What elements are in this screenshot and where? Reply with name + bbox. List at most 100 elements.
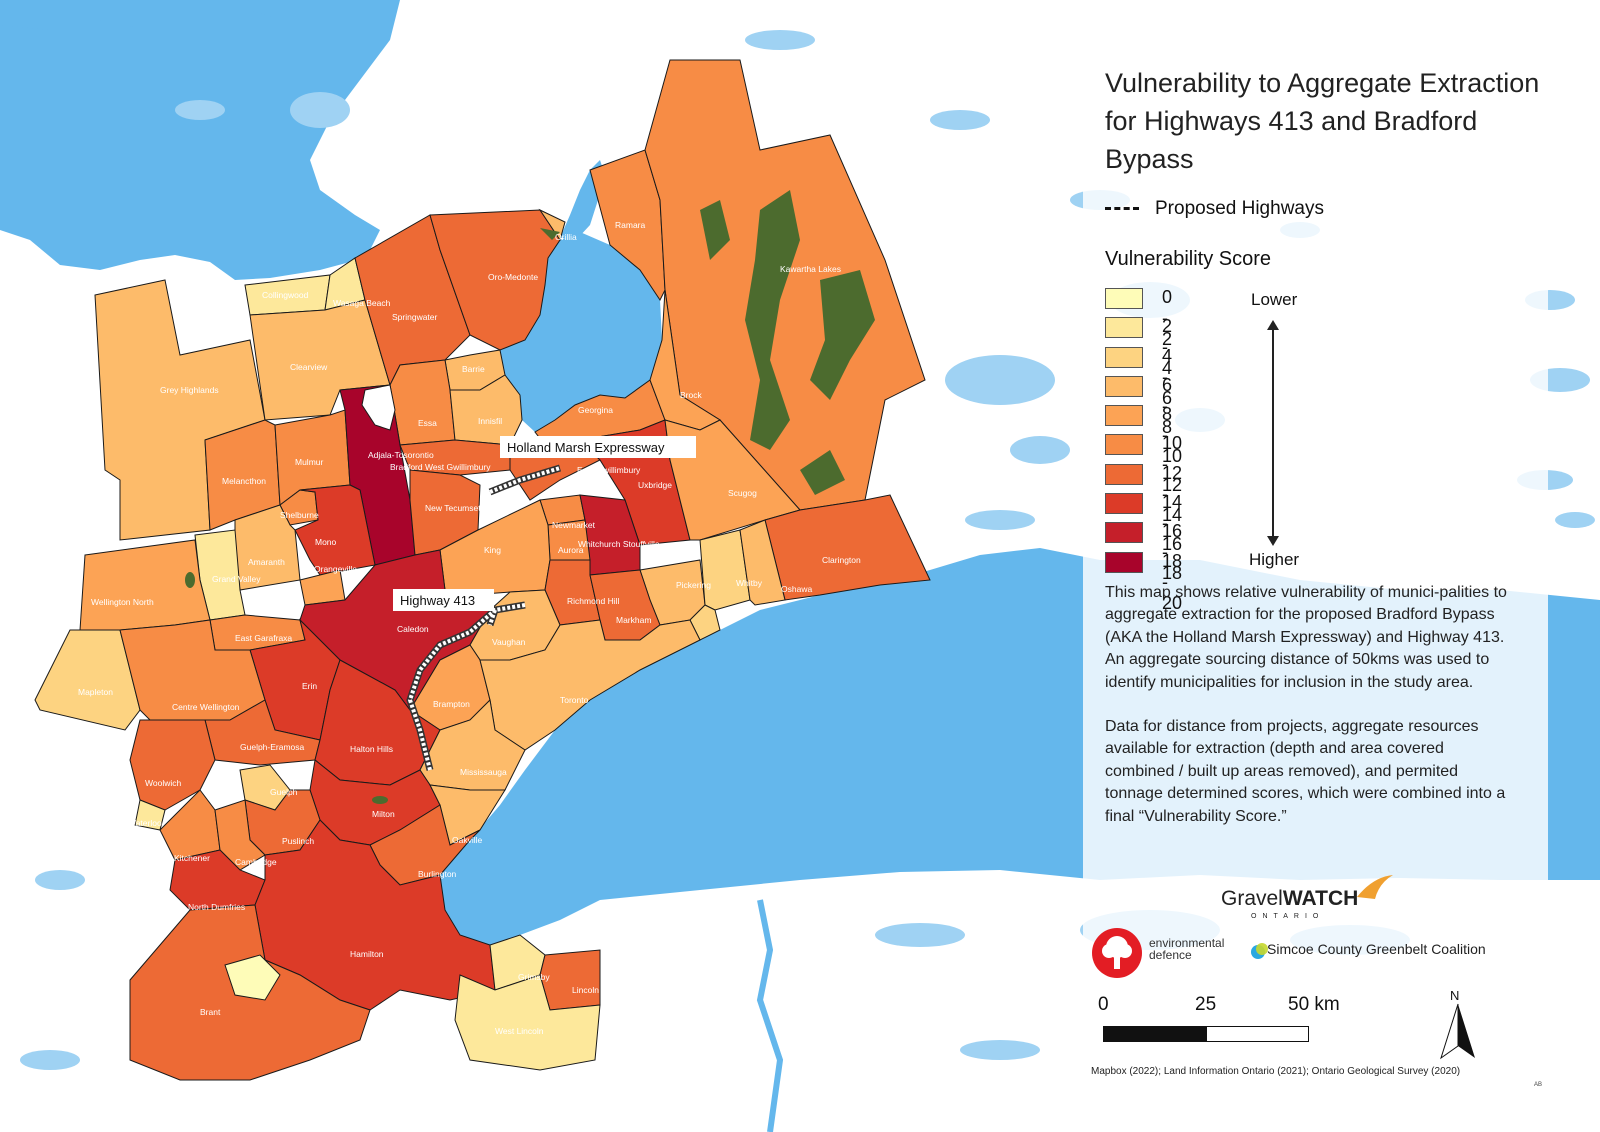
municipality-label: Ajax: [718, 612, 735, 622]
municipality-label: King: [484, 545, 501, 555]
legend-bin-label: 0 - 2: [1162, 287, 1173, 349]
gravel-watch-word2: WATCH: [1282, 887, 1359, 910]
legend-swatch: [1105, 375, 1143, 397]
legend-swatch: [1105, 463, 1143, 485]
proposed-highways-legend: Proposed Highways: [1105, 198, 1324, 220]
municipality-label: Aurora: [558, 545, 584, 555]
municipality-label: Kitchener: [174, 853, 210, 863]
municipality-label: Barrie: [462, 364, 485, 374]
municipality-label: Lincoln: [572, 985, 599, 995]
municipality-label: West Lincoln: [495, 1026, 544, 1036]
municipality-label: Whitchurch Stouffville: [578, 539, 660, 549]
municipality-whitby[interactable]: [699, 529, 751, 611]
municipality-label: Burlington: [418, 869, 457, 879]
legend-bin-label: 14 - 16: [1162, 492, 1183, 555]
double-arrow-icon: [1267, 320, 1279, 546]
highway-413-label: Highway 413: [400, 593, 475, 608]
highway-holland-marsh-dash: [489, 466, 561, 494]
municipality-label: Guelph-Eramosa: [240, 742, 305, 752]
municipality-label: Shelburne: [280, 510, 319, 520]
municipality-label: Uxbridge: [638, 480, 672, 490]
municipality-unscored-area: [361, 384, 396, 431]
municipality-label: Wellington North: [91, 597, 154, 607]
municipality-essa[interactable]: [389, 359, 456, 446]
legend-bin-label: 12 - 14: [1162, 462, 1183, 525]
municipality-brantford-city[interactable]: [224, 954, 281, 1001]
map-description: This map shows relative vulnerability of…: [1105, 582, 1510, 850]
natural-areas: [185, 190, 875, 804]
municipality-west-lincoln[interactable]: [454, 974, 601, 1071]
environmental-defence-logo: environmental defence: [1149, 937, 1224, 961]
municipality-label: Mono: [315, 537, 337, 547]
proposed-highways: [406, 464, 562, 771]
municipality-mono[interactable]: [294, 484, 376, 576]
legend-higher-label: Higher: [1249, 550, 1300, 569]
municipality-label: Brant: [200, 1007, 221, 1017]
scale-label: 0: [1098, 994, 1109, 1015]
data-credits: Mapbox (2022); Land Information Ontario …: [1091, 1066, 1461, 1077]
municipality-label: Oro-Medonte: [488, 272, 538, 282]
north-arrow-icon: [1440, 1003, 1475, 1060]
municipality-label: Clarington: [822, 555, 861, 565]
author-initials: AB: [1533, 1082, 1542, 1088]
municipality-oshawa[interactable]: [739, 519, 786, 606]
municipality-orangeville[interactable]: [299, 569, 346, 606]
municipality-label: Erin: [302, 681, 317, 691]
scale-bar: [1103, 1026, 1309, 1042]
municipality-label: Orillia: [555, 232, 577, 242]
municipality-label: Grimsby: [518, 972, 550, 982]
legend-bin-label: 18 - 20: [1162, 550, 1183, 613]
highway-413-label-box: [393, 589, 494, 611]
legend-swatch: [1105, 317, 1143, 339]
municipality-label: Milton: [372, 809, 395, 819]
municipality-label: Collingwood: [262, 290, 309, 300]
municipality-label: Wasaga Beach: [333, 298, 391, 308]
legend-bin-label: 2 - 4: [1162, 316, 1173, 379]
tree-icon: [1092, 928, 1142, 978]
municipality-label: Oakville: [452, 835, 483, 845]
legend-swatch: [1105, 288, 1143, 309]
municipality-label: Guelph: [270, 787, 298, 797]
gravel-watch-logo: GravelWATCH ONTARIO: [1221, 875, 1393, 925]
municipality-label: Pickering: [676, 580, 711, 590]
municipality-label: Richmond Hill: [567, 596, 620, 606]
water-bay-inlet: [0, 0, 300, 30]
legend-swatch: [1105, 493, 1143, 515]
municipality-centre-wellington[interactable]: [119, 619, 266, 721]
municipality-polygons[interactable]: [34, 59, 931, 1081]
municipality-label: Essa: [418, 418, 437, 428]
municipality-woolwich[interactable]: [129, 719, 216, 811]
description-paragraph: Data for distance from projects, aggrega…: [1105, 718, 1506, 825]
municipality-label: Hamilton: [350, 949, 384, 959]
municipality-label: Centre Wellington: [172, 702, 240, 712]
proposed-highways-legend-label: Proposed Highways: [1155, 198, 1324, 219]
municipality-label: Amaranth: [248, 557, 285, 567]
legend-bin-label: 8 - 10: [1162, 404, 1183, 467]
municipality-label: Brampton: [433, 699, 470, 709]
legend-swatch: [1105, 434, 1143, 456]
legend-panel: Vulnerability to Aggregate Extraction fo…: [1083, 40, 1548, 1092]
ed-line2: defence: [1149, 948, 1192, 962]
municipality-label: Oshawa: [781, 584, 812, 594]
gravel-watch-word1: Gravel: [1221, 887, 1283, 910]
highway-bypass-label-box: [500, 436, 696, 458]
legend-swatch: [1105, 405, 1143, 427]
vulnerability-score-title: Vulnerability Score: [1105, 248, 1272, 270]
municipality-label: Ramara: [615, 220, 646, 230]
map-title: Vulnerability to Aggregate Extraction fo…: [1105, 68, 1540, 174]
municipality-label: East Garafraxa: [235, 633, 292, 643]
municipality-label: Grey Highlands: [160, 385, 219, 395]
municipality-labels: Collingwood Wasaga Beach Grey Highlands …: [78, 220, 861, 1036]
municipality-label: Mulmur: [295, 457, 324, 467]
municipality-label: Scugog: [728, 488, 757, 498]
municipality-label: East Gwillimbury: [577, 465, 641, 475]
north-label: N: [1450, 988, 1460, 1003]
legend-swatch: [1105, 522, 1143, 544]
legend-swatch: [1105, 551, 1143, 573]
municipality-label: Grand Valley: [212, 574, 261, 584]
legend-bin-label: 16 - 18: [1162, 521, 1183, 584]
municipality-clarington[interactable]: [764, 494, 931, 601]
legend-bin-label: 4 - 6: [1162, 345, 1173, 408]
municipality-label: Woolwich: [145, 778, 181, 788]
municipality-label: Mapleton: [78, 687, 113, 697]
